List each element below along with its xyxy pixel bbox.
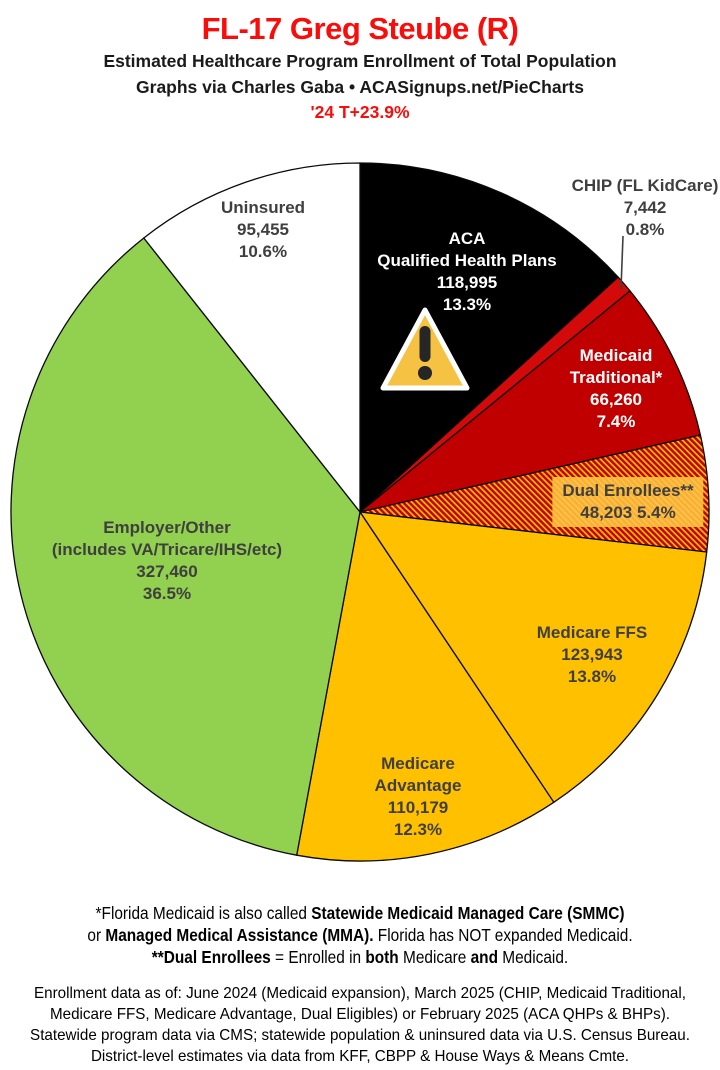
slice-label-dual-enrollees: Dual Enrollees** 48,203 5.4% <box>552 477 704 527</box>
pie-slice-4 <box>359 511 708 803</box>
trend-label: '24 T+23.9% <box>310 102 410 122</box>
slice-label-employer-other: Employer/Other (includes VA/Tricare/IHS/… <box>51 518 283 603</box>
slice-label-chip: CHIP (FL KidCare) 7,442 0.8% <box>571 176 719 239</box>
footnote-line: or Managed Medical Assistance (MMA). Flo… <box>87 925 633 945</box>
footnote-line: **Dual Enrollees = Enrolled in both Medi… <box>151 947 569 967</box>
pie-slice-6 <box>10 237 361 856</box>
chart-byline: Graphs via Charles Gaba • ACASignups.net… <box>136 77 584 97</box>
footnote-medicaid-definitions: *Florida Medicaid is also called Statewi… <box>43 902 677 968</box>
slice-label-medicare-advantage: Medicare Advantage 110,179 12.3% <box>374 754 462 839</box>
slice-label-uninsured: Uninsured 95,455 10.6% <box>220 198 306 261</box>
warning-icon <box>380 307 470 391</box>
footnote-line: *Florida Medicaid is also called Statewi… <box>95 903 625 923</box>
pie-slice-5 <box>296 511 555 862</box>
header: FL-17 Greg Steube (R) Estimated Healthca… <box>0 10 720 124</box>
slice-label-aca: ACA Qualified Health Plans 118,995 13.3% <box>377 229 557 314</box>
footnote-line: Enrollment data as of: June 2024 (Medica… <box>34 985 686 1002</box>
page-title: FL-17 Greg Steube (R) <box>201 11 519 46</box>
chart-subtitle: Estimated Healthcare Program Enrollment … <box>103 51 617 71</box>
footnote-line: District-level estimates via data from K… <box>90 1048 630 1065</box>
footnote-line: Medicare FFS, Medicare Advantage, Dual E… <box>49 1006 671 1023</box>
footnote-data-sources: Enrollment data as of: June 2024 (Medica… <box>18 983 702 1067</box>
pie-slices-group <box>10 162 710 862</box>
pie-slice-2 <box>359 290 702 513</box>
slice-label-medicare-ffs: Medicare FFS 123,943 13.8% <box>536 623 648 686</box>
pie-slice-0 <box>359 162 619 513</box>
slice-label-medicaid: Medicaid Traditional* 66,260 7.4% <box>569 346 663 431</box>
pie-slice-7 <box>143 162 361 513</box>
footnote-line: Statewide program data via CMS; statewid… <box>30 1027 690 1044</box>
chip-leader-line <box>620 235 624 290</box>
